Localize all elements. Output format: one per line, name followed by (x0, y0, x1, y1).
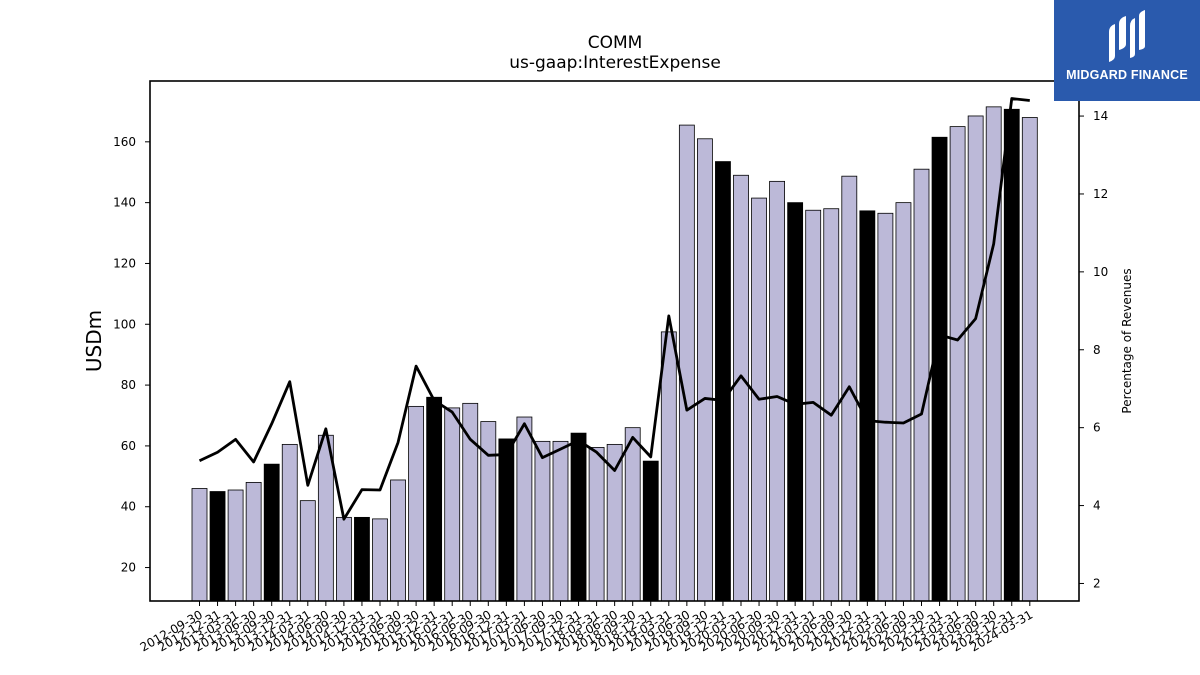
y-tick-label: 20 (121, 561, 136, 575)
y-tick-label: 100 (113, 317, 136, 331)
bar-2022-12-31 (931, 136, 948, 602)
bar-2015-09-30 (408, 405, 425, 602)
y-tick-label: 40 (121, 500, 136, 514)
y2-tick-label: 10 (1093, 265, 1108, 279)
bar-2014-09-30 (335, 516, 352, 602)
bar-2015-12-31 (426, 396, 443, 602)
bar-2020-09-30 (769, 180, 785, 602)
bar-2018-09-30 (624, 427, 641, 602)
y2-tick-label: 8 (1093, 343, 1101, 357)
logo-mark-icon (1109, 10, 1145, 62)
y-tick-label: 160 (113, 135, 136, 149)
bar-2020-03-31 (733, 174, 749, 602)
y2-tick-label: 2 (1093, 576, 1101, 590)
chart-subtitle: us-gaap:InterestExpense (509, 53, 721, 73)
percentage-of-revenues-line (198, 97, 1030, 521)
y2-tick-label: 12 (1093, 187, 1108, 201)
chart-title: COMM (588, 33, 643, 53)
bar-2013-12-31 (281, 443, 298, 602)
bar-2015-06-30 (390, 479, 406, 602)
bar-2023-12-31 (1003, 108, 1020, 602)
bar-2013-06-30 (245, 481, 262, 602)
y2-tick-label: 4 (1093, 499, 1101, 513)
y-tick-label: 140 (113, 196, 136, 210)
y-axis-left: 20 40 60 80 100 120 140 160 (113, 135, 150, 575)
bar-2016-09-30 (480, 421, 497, 602)
bar-2012-09-30 (191, 488, 208, 602)
midgard-finance-logo: MIDGARD FINANCE (1054, 0, 1200, 101)
bar-2016-12-31 (498, 438, 515, 602)
bar-2023-06-30 (967, 115, 984, 602)
y2-tick-label: 14 (1093, 109, 1108, 123)
bar-2012-12-31 (209, 491, 226, 602)
bar-2016-03-31 (444, 407, 461, 602)
bar-2013-09-30 (263, 463, 280, 602)
y-tick-label: 80 (121, 378, 136, 392)
bar-2019-03-31 (660, 331, 677, 602)
bar-2018-12-31 (642, 460, 659, 602)
bar-2014-12-31 (354, 516, 370, 602)
bar-2018-03-31 (588, 447, 605, 602)
x-axis: 2012-09-302012-12-312013-03-312013-06-30… (138, 601, 1035, 654)
y2-axis-label: Percentage of Revenues (1120, 268, 1134, 413)
bar-2014-03-31 (299, 500, 316, 602)
bar-2017-06-30 (534, 440, 551, 602)
line-series (198, 97, 1030, 521)
y-tick-label: 60 (121, 439, 136, 453)
bar-2021-12-31 (859, 210, 876, 602)
bar-2019-12-31 (715, 161, 731, 602)
bar-2024-03-31 (1021, 117, 1038, 602)
y-axis-label: USDm (82, 310, 106, 372)
logo-text: MIDGARD FINANCE (1066, 68, 1188, 82)
bar-2022-03-31 (877, 212, 894, 602)
y2-tick-label: 6 (1093, 421, 1101, 435)
y-axis-right: 2 4 6 8 10 12 14 (1079, 109, 1108, 590)
bar-2019-09-30 (697, 138, 713, 602)
bar-2013-03-31 (227, 489, 244, 602)
bar-series (191, 106, 1038, 602)
bar-2017-09-30 (552, 440, 569, 602)
bar-2023-09-30 (985, 106, 1002, 602)
bar-2019-06-30 (678, 124, 695, 602)
bar-2022-06-30 (895, 202, 912, 602)
bar-2015-03-31 (372, 518, 388, 602)
bar-2017-12-31 (570, 432, 587, 602)
bar-2023-03-31 (949, 126, 966, 602)
y-tick-label: 120 (113, 256, 136, 270)
bar-2017-03-31 (516, 416, 533, 602)
